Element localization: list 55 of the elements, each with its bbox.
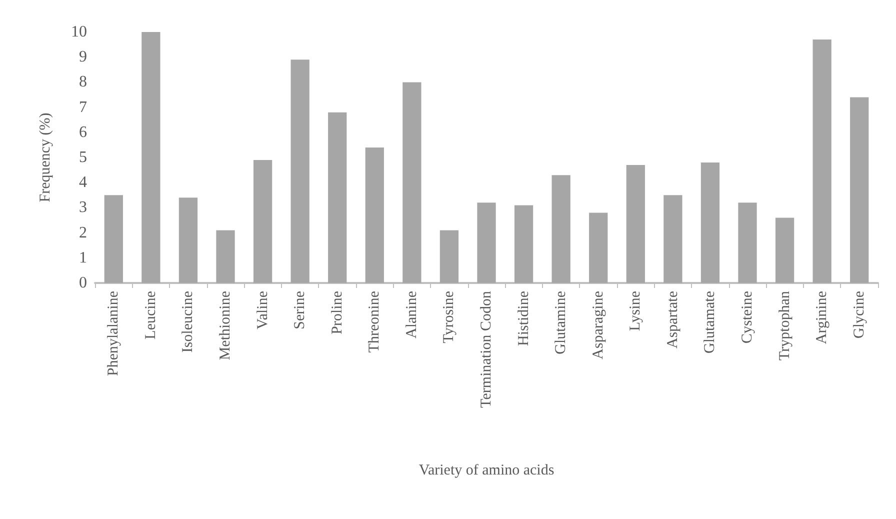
y-tick-label: 1: [79, 249, 87, 266]
y-tick-label: 4: [79, 174, 87, 192]
x-tick-label: Threonine: [366, 290, 383, 353]
x-tick-label: Methionine: [218, 290, 234, 360]
y-tick-label: 7: [79, 98, 87, 116]
y-tick-label: 10: [71, 24, 87, 40]
x-tick-label: Glycine: [851, 290, 868, 338]
x-tick-label: Aspartate: [664, 290, 681, 348]
x-tick-label: Proline: [329, 290, 346, 334]
bar: [626, 165, 645, 283]
x-tick-label: Isoleucine: [180, 290, 196, 353]
bar: [104, 195, 123, 283]
x-tick-label: Cysteine: [740, 290, 756, 344]
x-tick-label: Valine: [254, 290, 271, 330]
bar: [365, 147, 384, 283]
x-tick-label: Phenylalanine: [106, 290, 122, 376]
y-tick-label: 2: [79, 224, 87, 242]
bar: [216, 230, 235, 283]
y-tick-label: 3: [79, 199, 87, 216]
bar: [812, 40, 832, 283]
bar: [850, 97, 869, 283]
bar: [514, 205, 534, 283]
x-tick-label: Glutamine: [553, 290, 570, 354]
bar: [775, 218, 794, 283]
x-tick-label: Histidine: [516, 290, 532, 346]
y-tick-label: 9: [79, 48, 87, 66]
x-tick-label: Leucine: [142, 290, 159, 340]
x-tick-label: Tyrosine: [441, 290, 458, 344]
x-tick-label: Arginine: [814, 290, 830, 344]
y-tick-label: 6: [79, 124, 87, 141]
x-tick-label: Asparagine: [590, 290, 606, 360]
bar: [142, 32, 160, 283]
bar: [738, 202, 757, 283]
bar: [328, 112, 347, 283]
bar: [402, 82, 422, 283]
bar: [253, 160, 272, 283]
y-tick-label: 5: [79, 149, 87, 166]
bar: [290, 60, 310, 283]
x-tick-label: Tryptophan: [776, 290, 793, 360]
y-tick-label: 8: [79, 74, 87, 91]
bar: [477, 202, 496, 283]
x-tick-label: Termination Codon: [478, 290, 494, 408]
x-tick-label: Lysine: [628, 290, 644, 331]
bar: [440, 230, 459, 283]
x-tick-label: Serine: [292, 290, 308, 330]
x-axis-title: Variety of amino acids: [418, 462, 554, 478]
bar: [552, 175, 570, 283]
y-axis-title: Frequency (%): [38, 112, 54, 202]
bar: [664, 195, 682, 283]
bar: [178, 198, 198, 283]
x-tick-label: Glutamate: [702, 290, 718, 354]
bar: [700, 162, 720, 283]
bar: [589, 212, 608, 283]
y-tick-label: 0: [79, 274, 87, 292]
x-tick-label: Alanine: [404, 290, 420, 338]
